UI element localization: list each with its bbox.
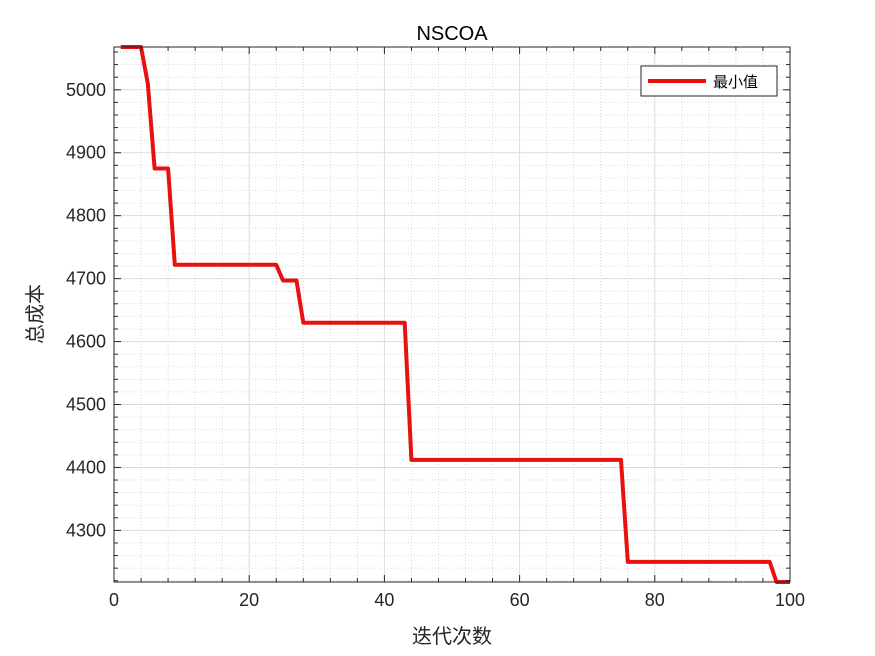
tick-labels: 4300 4400 4500 4600 4700 4800 4900 5000 0 20 40 60 8… [66,80,805,610]
x-axis-label: 迭代次数 [412,624,492,648]
y-tick-label: 4400 [66,457,106,477]
legend-label-series-1: 最小值 [713,73,758,91]
chart-title: NSCOA [416,23,488,45]
x-tick-label: 100 [775,590,805,610]
x-tick-label: 80 [645,590,665,610]
y-axis-label: 总成本 [23,284,47,344]
series-line-1 [120,45,790,584]
x-tick-label: 60 [510,590,530,610]
major-grid [114,47,790,582]
y-tick-label: 4500 [66,395,106,415]
y-tick-label: 4600 [66,332,106,352]
y-tick-label: 4800 [66,206,106,226]
minor-grid [114,47,790,582]
x-tick-label: 20 [239,590,259,610]
y-tick-label: 5000 [66,80,106,100]
plot-frame [113,46,791,583]
x-tick-label: 0 [109,590,119,610]
legend: 最小值 [640,65,778,97]
axis-ticks [113,47,791,582]
plot-background [114,47,790,582]
y-tick-label: 4300 [66,520,106,540]
series-layer [120,45,790,584]
y-tick-label: 4900 [66,143,106,163]
x-tick-label: 40 [374,590,394,610]
y-tick-label: 4700 [66,269,106,289]
